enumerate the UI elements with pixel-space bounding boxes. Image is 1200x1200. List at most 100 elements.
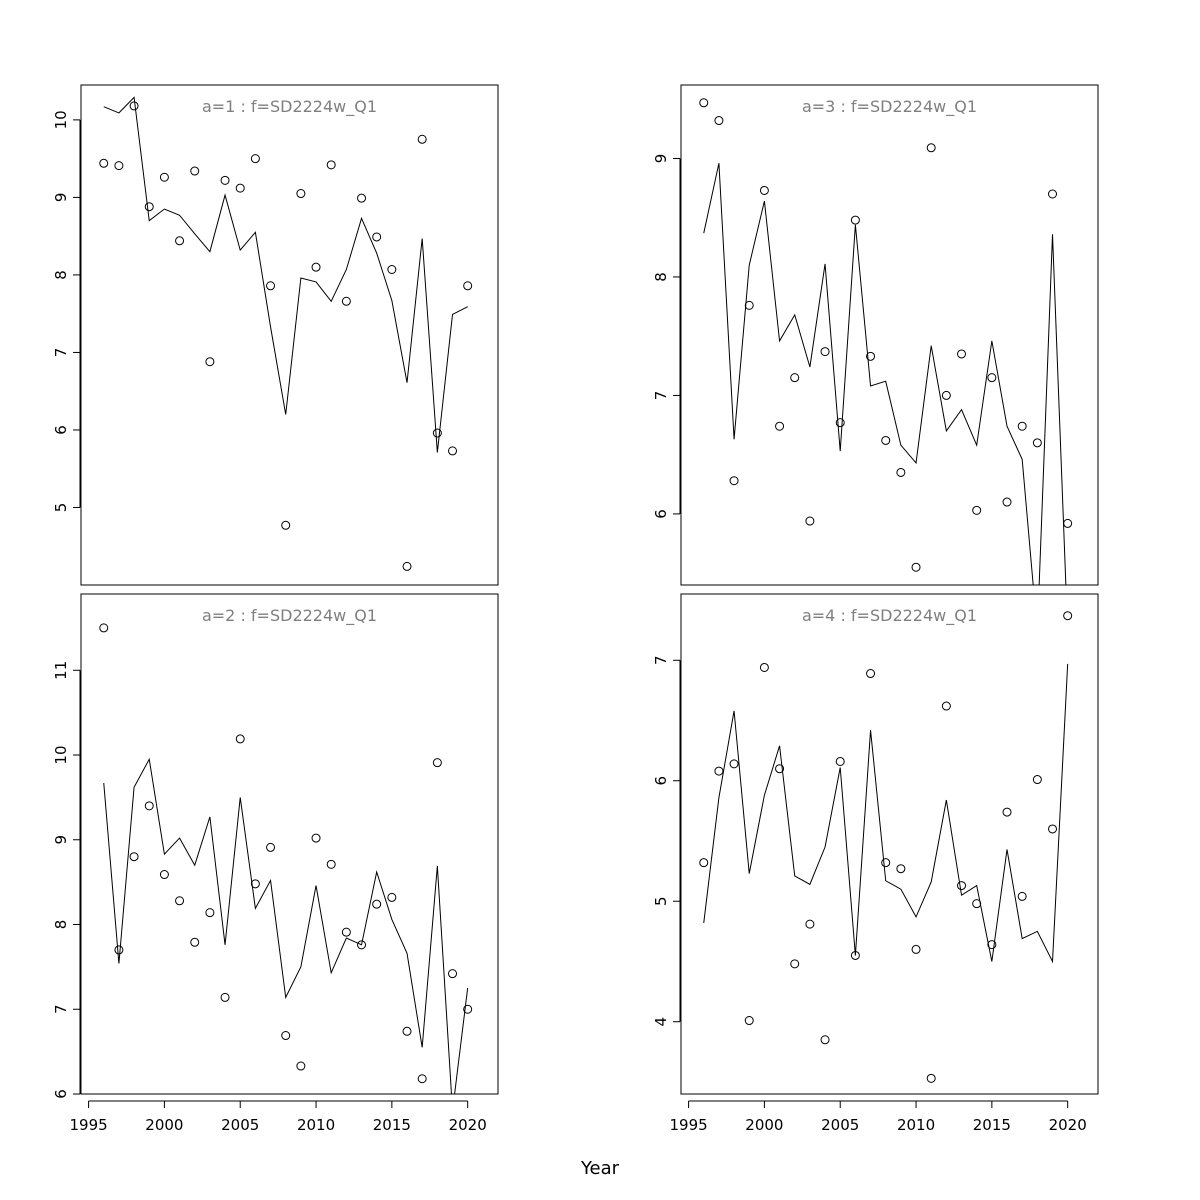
observed-point	[972, 899, 982, 909]
observed-point	[159, 172, 169, 182]
panel-title: a=1 : f=SD2224w_Q1	[202, 97, 377, 117]
y-tick-label: 6	[52, 1089, 70, 1099]
panel-title: a=3 : f=SD2224w_Q1	[802, 97, 977, 117]
panel-title: a=2 : f=SD2224w_Q1	[202, 606, 377, 626]
observed-point	[1063, 518, 1073, 528]
y-tick-label: 7	[52, 1004, 70, 1014]
observed-point	[699, 98, 709, 108]
observed-point	[820, 1035, 830, 1045]
observed-point	[911, 944, 921, 954]
panel-title: a=4 : f=SD2224w_Q1	[802, 606, 977, 626]
observed-point	[432, 428, 442, 438]
observed-point	[417, 134, 427, 144]
observed-point	[341, 927, 351, 937]
observed-point	[357, 940, 367, 950]
y-tick-label: 6	[652, 776, 670, 786]
observed-point	[175, 896, 185, 906]
observed-point	[775, 764, 785, 774]
observed-point	[250, 154, 260, 164]
observed-point	[402, 1026, 412, 1036]
y-tick-label: 7	[52, 348, 70, 358]
observed-point	[387, 265, 397, 274]
observed-point	[1017, 421, 1027, 431]
observed-point	[1002, 497, 1012, 507]
y-tick-label: 11	[52, 661, 70, 680]
fitted-line	[703, 663, 1069, 964]
y-tick-label: 9	[52, 193, 70, 203]
observed-point	[372, 899, 382, 909]
observed-point	[881, 435, 891, 445]
y-tick-label: 9	[652, 154, 670, 164]
observed-point	[311, 262, 321, 272]
y-tick-label: 7	[652, 391, 670, 401]
y-tick-label: 9	[52, 835, 70, 845]
observed-point	[1017, 891, 1027, 901]
observed-point	[790, 959, 800, 969]
observed-point	[144, 202, 154, 212]
observed-point	[357, 193, 367, 203]
observed-point	[714, 766, 724, 776]
observed-point	[926, 143, 936, 153]
observed-point	[326, 859, 336, 869]
observed-point	[729, 759, 739, 769]
observed-point	[266, 281, 276, 291]
panel-a1: a=1 : f=SD2224w_Q1 5 6 7 8 9 10	[52, 84, 499, 586]
observed-point	[144, 801, 154, 811]
panel-a4: a=4 : f=SD2224w_Q1 4 5 6 7 1995 2000 2005 2010 20…	[652, 593, 1099, 1134]
observed-point	[235, 734, 245, 744]
panel-a2: a=2 : f=SD2224w_Q1 6 7 8 9 10 11 1995 2000 2005 20…	[52, 593, 499, 1134]
panel-frame	[680, 84, 1099, 586]
observed-point	[866, 351, 876, 361]
observed-point	[463, 1004, 473, 1014]
observed-point	[881, 858, 891, 868]
observed-point	[448, 446, 458, 456]
panel-a3: a=3 : f=SD2224w_Q1 6 7 8 9	[652, 84, 1099, 586]
observed-point	[250, 879, 260, 889]
observed-point	[835, 756, 845, 766]
x-tick-label: 2010	[297, 1116, 335, 1134]
x-tick-label: 1995	[669, 1116, 707, 1134]
observed-point	[114, 161, 124, 171]
observed-point	[1032, 438, 1042, 448]
observed-point	[805, 919, 815, 929]
observed-point	[941, 390, 951, 400]
observed-point	[1002, 807, 1012, 817]
observed-point	[417, 1074, 427, 1084]
observed-point	[835, 418, 845, 428]
observed-point	[775, 421, 785, 431]
observed-point	[1032, 775, 1042, 785]
y-tick-label: 10	[52, 745, 70, 764]
observed-point	[941, 701, 951, 711]
fitted-line	[103, 96, 468, 453]
observed-point	[114, 945, 124, 955]
observed-point	[1063, 611, 1073, 621]
observed-point	[820, 347, 830, 357]
observed-point	[432, 758, 442, 768]
observed-point	[129, 852, 139, 862]
observed-point	[387, 892, 397, 902]
observed-point	[159, 870, 169, 880]
observed-point	[759, 662, 769, 672]
x-tick-label: 2005	[821, 1116, 859, 1134]
observed-point	[205, 357, 215, 367]
observed-point	[805, 516, 815, 526]
observed-point	[341, 296, 351, 306]
x-axis-title: Year	[580, 1158, 620, 1179]
observed-point	[714, 116, 724, 126]
observed-point	[190, 937, 200, 947]
observed-point	[957, 881, 967, 891]
observed-point	[220, 175, 230, 185]
x-tick-label: 2015	[373, 1116, 411, 1134]
y-tick-label: 10	[52, 110, 70, 129]
observed-point	[957, 349, 967, 359]
observed-point	[744, 300, 754, 310]
observed-point	[129, 101, 139, 111]
observed-point	[99, 623, 109, 633]
y-tick-label: 4	[652, 1017, 670, 1027]
observed-point	[744, 1016, 754, 1026]
observed-point	[1048, 189, 1058, 199]
observed-point	[266, 842, 276, 852]
y-tick-label: 6	[52, 425, 70, 435]
y-tick-label: 6	[652, 509, 670, 519]
